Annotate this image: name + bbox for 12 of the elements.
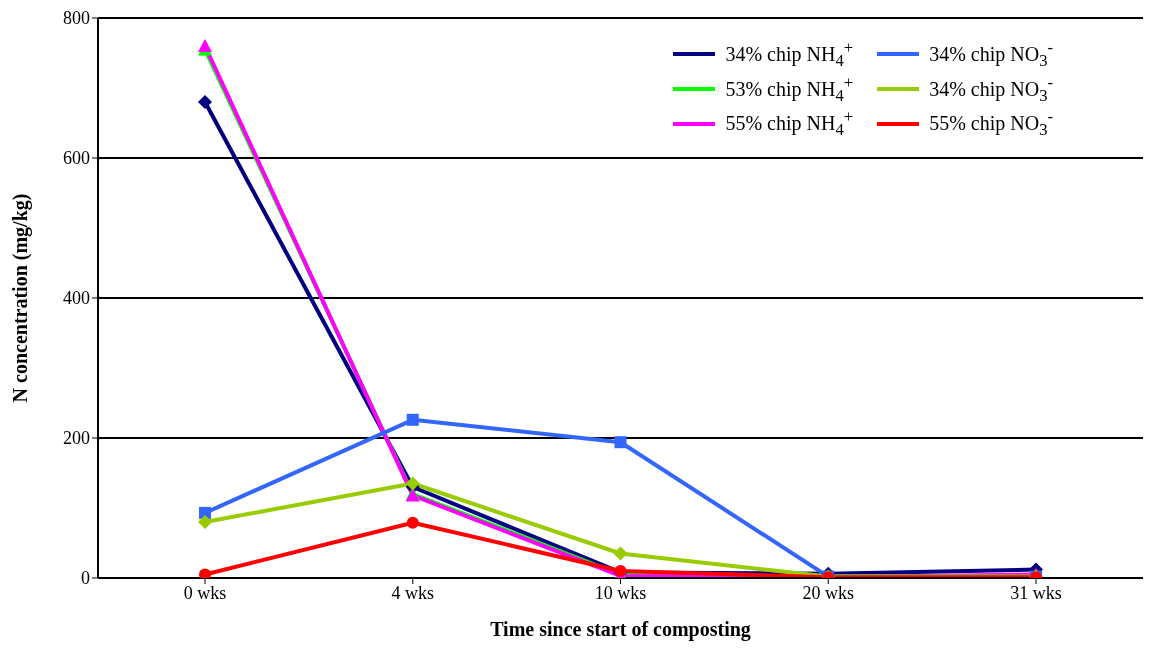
y-tick-label: 200 — [63, 428, 90, 449]
y-axis-title: N concentration (mg/kg) — [9, 193, 33, 403]
x-tick-label: 10 wks — [594, 582, 647, 603]
y-tick-label: 400 — [63, 288, 90, 309]
x-tick-label: 4 wks — [391, 582, 435, 603]
y-tick-label: 600 — [63, 148, 90, 169]
x-tick-label: 20 wks — [802, 582, 855, 603]
x-tick-label: 31 wks — [1010, 582, 1062, 603]
x-tick-label: 0 wks — [183, 582, 227, 603]
y-tick-label: 0 — [81, 568, 90, 589]
x-axis-title: Time since start of composting — [490, 618, 751, 641]
y-tick-label: 800 — [63, 8, 90, 29]
